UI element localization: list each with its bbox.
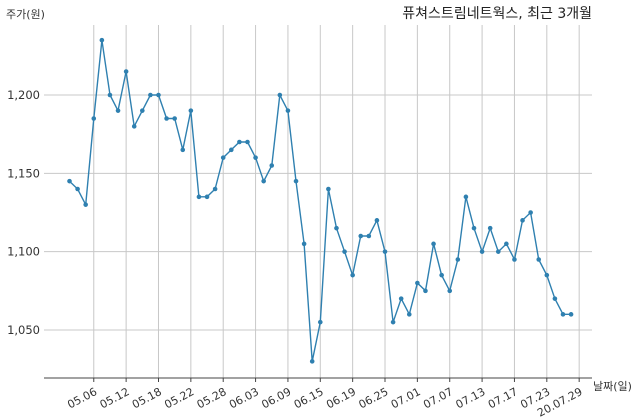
data-point — [115, 108, 121, 113]
data-point — [520, 218, 525, 223]
data-point — [293, 178, 299, 184]
data-point — [390, 319, 396, 325]
data-point — [245, 139, 250, 145]
data-point — [366, 233, 372, 239]
x-tick-labels: 05.0605.1205.1805.2205.2806.0306.0906.15… — [65, 378, 585, 419]
y-tick-label: 1,150 — [7, 166, 40, 180]
data-point — [83, 202, 88, 207]
data-point — [544, 272, 550, 278]
x-tick-label: 07.01 — [389, 385, 423, 411]
x-tick-label: 07.07 — [421, 385, 455, 411]
x-tick-label: 07.17 — [486, 385, 520, 411]
data-point — [180, 147, 186, 153]
data-point — [261, 178, 266, 184]
data-point — [560, 312, 566, 317]
data-point — [148, 92, 153, 98]
data-point — [107, 92, 113, 98]
data-point — [212, 186, 218, 192]
data-point — [479, 249, 485, 254]
data-point — [463, 194, 469, 200]
data-point — [237, 139, 242, 145]
data-point — [512, 257, 517, 262]
data-point — [455, 257, 461, 262]
x-tick-label: 05.22 — [162, 385, 196, 411]
x-tick-label: 06.25 — [357, 385, 391, 411]
data-point — [172, 116, 177, 121]
data-point — [495, 249, 501, 254]
data-point — [123, 69, 129, 74]
data-point — [91, 116, 97, 121]
data-point — [415, 280, 420, 286]
x-tick-label: 05.28 — [195, 385, 229, 411]
data-point — [431, 241, 436, 247]
data-point — [382, 249, 388, 254]
data-points — [67, 37, 574, 364]
data-point — [398, 296, 404, 301]
x-tick-label: 06.19 — [324, 385, 358, 411]
grid — [44, 25, 592, 378]
data-point — [504, 241, 509, 247]
y-tick-label: 1,100 — [7, 245, 40, 259]
x-axis-label: 날짜(일) — [593, 379, 632, 393]
data-point — [309, 359, 315, 364]
data-point — [447, 288, 453, 294]
x-tick-label: 05.12 — [98, 385, 132, 411]
data-point — [99, 37, 105, 43]
data-point — [439, 272, 444, 278]
data-point — [285, 108, 291, 113]
data-point — [568, 312, 574, 317]
data-point — [269, 163, 275, 168]
x-tick-label: 06.03 — [227, 385, 261, 411]
data-point — [326, 186, 331, 192]
data-point — [552, 296, 558, 301]
data-point — [334, 225, 339, 231]
data-point — [358, 233, 364, 239]
data-point — [67, 178, 72, 184]
data-point — [277, 92, 283, 98]
data-point — [131, 124, 137, 129]
data-point — [220, 155, 226, 160]
y-tick-label: 1,050 — [7, 323, 40, 337]
data-point — [423, 288, 428, 294]
data-point — [75, 186, 80, 192]
y-tick-labels: 1,050 1,100 1,150 1,200 — [7, 88, 40, 337]
y-tick-label: 1,200 — [7, 88, 40, 102]
x-tick-label: 07.13 — [454, 385, 488, 411]
data-point — [164, 116, 169, 121]
data-point — [528, 210, 533, 215]
data-point — [156, 92, 161, 98]
data-point — [536, 257, 542, 262]
x-tick-label: 05.18 — [130, 385, 164, 411]
data-point — [317, 319, 323, 325]
data-point — [342, 249, 347, 254]
data-point — [253, 155, 258, 160]
data-point — [350, 272, 355, 278]
data-point — [196, 194, 202, 200]
data-point — [406, 312, 412, 317]
data-point — [229, 147, 234, 153]
data-point — [204, 194, 210, 200]
x-tick-label: 06.15 — [292, 385, 326, 411]
x-tick-label: 05.06 — [65, 385, 99, 411]
data-point — [487, 225, 493, 231]
data-point — [471, 225, 477, 231]
y-axis-label: 주가(원) — [6, 8, 45, 21]
data-point — [140, 108, 145, 113]
data-point — [301, 241, 307, 247]
data-point — [188, 108, 194, 113]
data-point — [374, 218, 380, 223]
chart-title: 퓨쳐스트림네트웍스, 최근 3개월 — [402, 6, 592, 22]
x-tick-label: 06.09 — [259, 385, 293, 411]
